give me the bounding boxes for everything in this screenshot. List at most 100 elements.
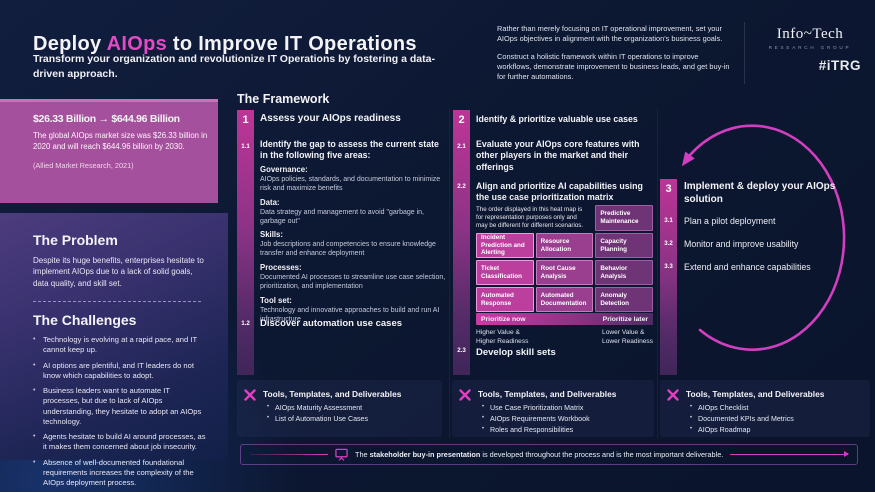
substep-id: 3.1 [664, 217, 673, 224]
prioritize-legend: Higher Value & Higher Readiness Lower Va… [476, 329, 653, 346]
challenges-list: Technology is evolving at a rapid pace, … [33, 335, 206, 488]
heatmap-cell: Predictive Maintenance [595, 205, 653, 231]
column-separator [657, 108, 658, 438]
substep-3-2-text: Monitor and improve usability [684, 239, 799, 249]
callout-bold: stakeholder buy-in presentation [369, 450, 481, 459]
page-title: Deploy AIOps to Improve IT Operations [33, 33, 417, 56]
heatmap-cell: Behavior Analysis [595, 260, 653, 285]
tools-item: Documented KPIs and Metrics [690, 415, 794, 423]
area-desc: Job descriptions and competencies to ens… [260, 241, 436, 258]
callout-line-left [250, 453, 328, 456]
page-subtitle: Transform your organization and revoluti… [33, 53, 435, 81]
challenge-item: AI options are plentiful, and IT leaders… [33, 361, 206, 382]
area-label: Governance: [260, 165, 308, 174]
substep-1-2-text: Discover automation use cases [260, 318, 403, 329]
readiness-areas: Governance: AIOps policies, standards, a… [260, 165, 448, 328]
tools-title: Tools, Templates, and Deliverables [263, 389, 402, 399]
substep-2-2-text: Align and prioritize AI capabilities usi… [476, 181, 643, 203]
problem-body: Despite its huge benefits, enterprises h… [33, 256, 204, 288]
heatmap-cell: Incident Prediction and Alerting [476, 233, 534, 258]
market-headline: $26.33 Billion → $644.96 Billion [33, 113, 180, 125]
use-case-heatmap: The order displayed in this heat map is … [476, 205, 653, 312]
substep-3-3-text: Extend and enhance capabilities [684, 262, 811, 272]
tools-item: AIOps Requirements Workbook [482, 415, 590, 423]
substep-1-1-text: Identify the gap to assess the current s… [260, 139, 439, 161]
intro-paragraph-2: Construct a holistic framework within IT… [497, 51, 730, 82]
tools-item: AIOps Checklist [690, 404, 794, 412]
heatmap-cell: Capacity Planning [595, 233, 653, 258]
itrg-logo: #iTRG [818, 58, 861, 73]
callout-arrow-line [730, 451, 849, 457]
challenge-item: Business leaders want to automate IT pro… [33, 386, 206, 427]
title-part-accent: AIOps [106, 33, 168, 56]
step3-bar: 3 3.1 3.2 3.3 [660, 179, 677, 375]
tools-band-step2: Tools, Templates, and Deliverables Use C… [452, 380, 654, 437]
substep-id: 1.2 [241, 320, 250, 327]
loop-arrow-icon [681, 124, 846, 351]
tools-list: AIOps Maturity Assessment List of Automa… [267, 404, 368, 426]
header-divider [744, 22, 745, 84]
area-label: Skills: [260, 230, 283, 240]
tools-band-step3: Tools, Templates, and Deliverables AIOps… [660, 380, 870, 437]
heatmap-cell: Anomaly Detection [595, 287, 653, 312]
substep-id: 2.1 [457, 143, 466, 150]
challenge-item: Absence of well-documented foundational … [33, 458, 206, 489]
heatmap-cell: Root Cause Analysis [535, 260, 594, 285]
step1-title: Assess your AIOps readiness [260, 113, 401, 124]
heatmap-cell: Resource Allocation [535, 233, 594, 258]
area-label: Processes: [260, 263, 302, 273]
problem-title: The Problem [33, 232, 118, 248]
dashed-divider [33, 301, 201, 303]
heatmap-cell: Automated Documentation [535, 287, 594, 312]
crossed-tools-icon [667, 389, 679, 401]
legend-left: Higher Value & Higher Readiness [476, 329, 529, 345]
market-body: The global AIOps market size was $26.33 … [33, 131, 208, 151]
title-part-1: Deploy [33, 33, 107, 56]
research-group-label: RESEARCH GROUP [768, 45, 852, 50]
tools-item: Use Case Prioritization Matrix [482, 404, 590, 412]
legend-right: Lower Value & Lower Readiness [602, 329, 653, 345]
step3-title: Implement & deploy your AIOps solution [684, 181, 836, 205]
stakeholder-callout: The stakeholder buy-in presentation is d… [240, 444, 858, 465]
substep-2-1-text: Evaluate your AIOps core features with o… [476, 139, 640, 172]
tools-list: AIOps Checklist Documented KPIs and Metr… [690, 404, 794, 437]
crossed-tools-icon [459, 389, 471, 401]
tools-list: Use Case Prioritization Matrix AIOps Req… [482, 404, 590, 437]
area-desc: Technology and innovative approaches to … [260, 306, 440, 323]
market-source: (Allied Market Research, 2021) [33, 160, 134, 170]
intro-paragraphs: Rather than merely focusing on IT operat… [497, 24, 735, 90]
step2-number: 2 [458, 114, 465, 126]
tools-item: List of Automation Use Cases [267, 415, 368, 423]
step3-number: 3 [665, 183, 672, 195]
framework-title: The Framework [237, 92, 330, 106]
infotech-wordmark: Info~Tech [776, 26, 844, 42]
substep-id: 2.3 [457, 347, 466, 354]
substep-3-1-text: Plan a pilot deployment [684, 216, 776, 226]
tools-item: Roles and Responsibilities [482, 426, 590, 434]
tools-title: Tools, Templates, and Deliverables [686, 389, 825, 399]
market-stat-box: $26.33 Billion → $644.96 Billion The glo… [0, 99, 218, 203]
prioritize-gradient-bar: Prioritize now Prioritize later [476, 313, 653, 325]
column-separator [449, 108, 450, 438]
heatmap-cell: Ticket Classification [476, 260, 534, 285]
step1-number: 1 [242, 114, 249, 126]
step1-bar: 1 1.1 1.2 [237, 110, 254, 375]
intro-paragraph-1: Rather than merely focusing on IT operat… [497, 24, 723, 44]
callout-prefix: The [355, 450, 370, 459]
heatmap-note: The order displayed in this heat map is … [476, 206, 584, 230]
challenge-item: Agents hesitate to build AI around proce… [33, 432, 206, 453]
tools-item: AIOps Roadmap [690, 426, 794, 434]
title-part-2: to Improve IT Operations [167, 33, 417, 56]
substep-id: 1.1 [241, 143, 250, 150]
area-desc: AIOps policies, standards, and documenta… [260, 176, 441, 193]
step2-bar: 2 2.1 2.2 2.3 [453, 110, 470, 375]
callout-suffix: is developed throughout the process and … [480, 450, 724, 459]
substep-id: 3.3 [664, 263, 673, 270]
area-label: Tool set: [260, 295, 292, 305]
tools-item: AIOps Maturity Assessment [267, 404, 368, 412]
tools-title: Tools, Templates, and Deliverables [478, 389, 617, 399]
challenge-item: Technology is evolving at a rapid pace, … [33, 335, 206, 356]
callout-text: The stakeholder buy-in presentation is d… [355, 450, 723, 459]
challenges-title: The Challenges [33, 312, 137, 329]
